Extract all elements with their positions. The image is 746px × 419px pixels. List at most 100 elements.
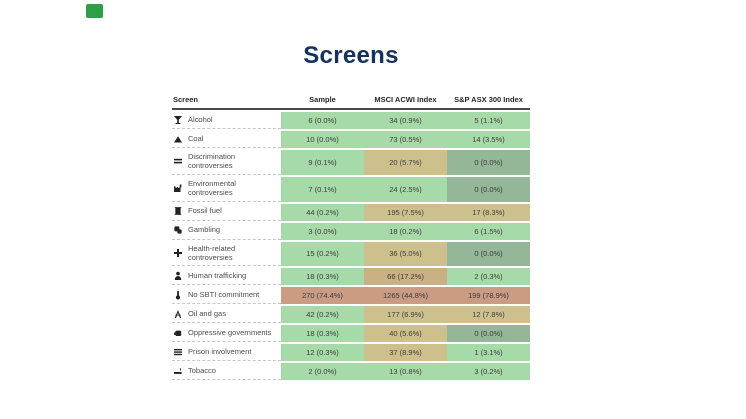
table-row: Environmental controversies 7 (0.1%) 24 (2… [172, 176, 530, 202]
value-cell: 34 (0.9%) [364, 112, 447, 129]
screen-label: Human trafficking [188, 271, 247, 281]
dice-icon [173, 225, 183, 235]
table-row: Prison involvement 12 (0.3%) 37 (8.9%) 1 (3… [172, 344, 530, 362]
value-cell: 37 (8.9%) [364, 344, 447, 362]
value-cell: 6 (0.0%) [281, 112, 364, 129]
value-cell: 9 (0.1%) [281, 150, 364, 175]
table-header-row: Screen Sample MSCI ACWI Index S&P ASX 30… [172, 95, 530, 110]
table-row: Alcohol 6 (0.0%) 34 (0.9%) 5 (1.1%) [172, 112, 530, 129]
value-cell: 66 (17.2%) [364, 268, 447, 286]
logo-square [86, 4, 103, 18]
oil-barrel-icon [173, 206, 183, 216]
value-cell: 73 (0.5%) [364, 131, 447, 148]
value-cell: 18 (0.3%) [281, 325, 364, 343]
pills-icon [173, 248, 183, 258]
table-rows: Alcohol 6 (0.0%) 34 (0.9%) 5 (1.1%) Coal 10 (… [172, 112, 530, 381]
screen-label-cell: No SBTI commitment [172, 287, 281, 305]
value-cell: 5 (1.1%) [447, 112, 530, 129]
value-cell: 40 (5.6%) [364, 325, 447, 343]
column-header-sample: Sample [309, 95, 336, 104]
prison-bars-icon [173, 347, 183, 357]
screen-label: Prison involvement [188, 347, 252, 357]
table-row: Discrimination controversies 9 (0.1%) 20 (… [172, 150, 530, 175]
screen-label: Tobacco [188, 366, 216, 376]
value-cell: 199 (78.9%) [447, 287, 530, 305]
factory-icon [173, 183, 183, 193]
screen-label: Discrimination controversies [188, 152, 236, 171]
value-cell: 20 (5.7%) [364, 150, 447, 175]
screen-label-cell: Alcohol [172, 112, 281, 129]
value-cell: 6 (1.5%) [447, 222, 530, 240]
value-cell: 0 (0.0%) [447, 150, 530, 175]
screen-label-cell: Gambling [172, 223, 281, 240]
screen-label-cell: Oil and gas [172, 306, 281, 324]
screen-label-cell: Environmental controversies [172, 177, 281, 202]
value-cell: 1 (3.1%) [447, 344, 530, 362]
value-cell: 7 (0.1%) [281, 176, 364, 202]
screen-label: Fossil fuel [188, 206, 222, 216]
screen-label: Environmental controversies [188, 178, 236, 198]
value-cell: 44 (0.2%) [281, 203, 364, 221]
value-cell: 270 (74.4%) [281, 287, 364, 305]
screen-label: Alcohol [188, 114, 213, 124]
value-cell: 13 (0.8%) [364, 363, 447, 381]
column-header-sp-asx-300: S&P ASX 300 Index [454, 95, 523, 104]
value-cell: 17 (8.3%) [447, 203, 530, 221]
value-cell: 0 (0.0%) [447, 176, 530, 202]
table-row: Coal 10 (0.0%) 73 (0.5%) 14 (3.5%) [172, 131, 530, 148]
screen-label-cell: Coal [172, 131, 281, 148]
value-cell: 177 (6.9%) [364, 306, 447, 324]
value-cell: 24 (2.5%) [364, 176, 447, 202]
screen-label-cell: Health-related controversies [172, 242, 281, 267]
screen-label-cell: Discrimination controversies [172, 150, 281, 175]
screen-label-cell: Human trafficking [172, 268, 281, 286]
screen-label-cell: Oppressive governments [172, 325, 281, 343]
value-cell: 14 (3.5%) [447, 131, 530, 148]
screen-label: Oil and gas [188, 309, 226, 319]
coal-pile-icon [173, 134, 183, 144]
screen-label-cell: Tobacco [172, 363, 281, 381]
table-row: Oppressive governments 18 (0.3%) 40 (5.6%)… [172, 325, 530, 343]
column-header-screen: Screen [173, 95, 199, 104]
table-row: No SBTI commitment 270 (74.4%) 1265 (44.8%… [172, 287, 530, 305]
value-cell: 15 (0.2%) [281, 241, 364, 267]
table-row: Oil and gas 42 (0.2%) 177 (6.9%) 12 (7.8%) [172, 306, 530, 324]
value-cell: 18 (0.3%) [281, 268, 364, 286]
screen-label-cell: Fossil fuel [172, 204, 281, 221]
value-cell: 18 (0.2%) [364, 222, 447, 240]
table-row: Tobacco 2 (0.0%) 13 (0.8%) 3 (0.2%) [172, 363, 530, 381]
screens-table: Screen Sample MSCI ACWI Index S&P ASX 30… [172, 95, 530, 382]
fist-icon [173, 328, 183, 338]
page-title: Screens [303, 42, 399, 69]
value-cell: 2 (0.0%) [281, 363, 364, 381]
screen-label-cell: Prison involvement [172, 344, 281, 362]
screen-label: Oppressive governments [188, 328, 272, 338]
value-cell: 36 (5.0%) [364, 241, 447, 267]
value-cell: 10 (0.0%) [281, 131, 364, 148]
martini-glass-icon [173, 115, 183, 125]
person-icon [173, 271, 183, 281]
value-cell: 42 (0.2%) [281, 306, 364, 324]
value-cell: 1265 (44.8%) [364, 287, 447, 305]
table-row: Fossil fuel 44 (0.2%) 195 (7.5%) 17 (8.3%) [172, 203, 530, 221]
table-row: Health-related controversies 15 (0.2%) 36 … [172, 241, 530, 267]
table-row: Gambling 3 (0.0%) 18 (0.2%) 6 (1.5%) [172, 222, 530, 240]
thermometer-icon [173, 290, 183, 300]
unequal-bars-icon [173, 156, 183, 166]
value-cell: 12 (7.8%) [447, 306, 530, 324]
screen-label: Gambling [188, 225, 221, 235]
value-cell: 195 (7.5%) [364, 203, 447, 221]
value-cell: 0 (0.0%) [447, 325, 530, 343]
screen-label: Health-related controversies [188, 243, 236, 262]
value-cell: 0 (0.0%) [447, 241, 530, 267]
oil-derrick-icon [173, 309, 183, 319]
value-cell: 3 (0.2%) [447, 363, 530, 381]
table-row: Human trafficking 18 (0.3%) 66 (17.2%) 2 (0… [172, 268, 530, 286]
value-cell: 2 (0.3%) [447, 268, 530, 286]
screen-label: Coal [188, 133, 204, 143]
value-cell: 12 (0.3%) [281, 344, 364, 362]
value-cell: 3 (0.0%) [281, 222, 364, 240]
column-header-msci-acwi: MSCI ACWI Index [374, 95, 437, 104]
screen-label: No SBTI commitment [188, 290, 260, 300]
cigarette-icon [173, 366, 183, 376]
